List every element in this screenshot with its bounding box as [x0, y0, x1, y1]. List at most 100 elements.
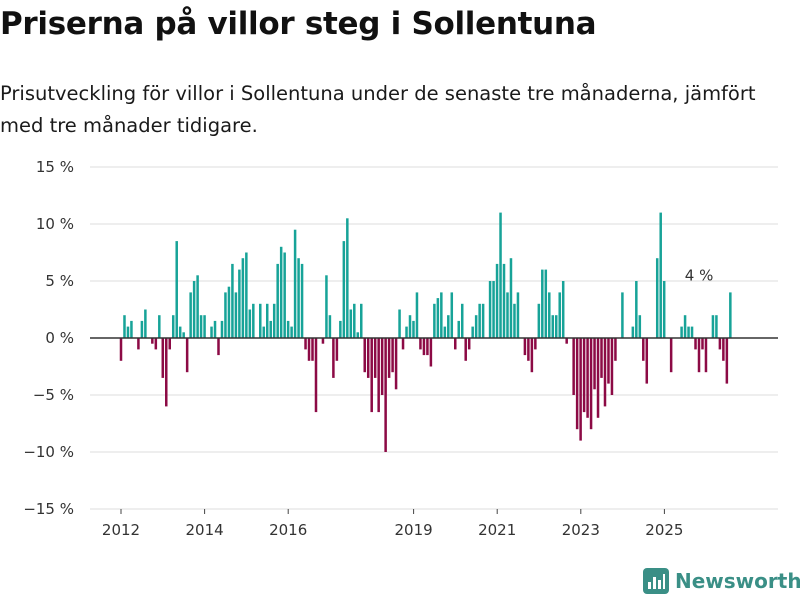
bar-negative [575, 338, 579, 430]
bar-negative [401, 338, 405, 350]
bar-positive [213, 320, 217, 338]
bar-negative [523, 338, 527, 356]
bar-positive [238, 269, 241, 338]
x-tick-label: 2014 [186, 521, 224, 539]
bar-positive [123, 315, 126, 338]
bar-positive [516, 292, 520, 338]
bar-positive [286, 320, 290, 338]
bar-positive [231, 263, 234, 338]
bar-positive [220, 320, 224, 338]
bar-negative [429, 338, 433, 367]
chart-subtitle: Prisutveckling för villor i Sollentuna u… [0, 82, 756, 137]
bar-positive [259, 303, 262, 338]
bar-negative [165, 338, 168, 407]
bar-positive [436, 298, 440, 338]
bar-negative [363, 338, 366, 373]
bar-negative [391, 338, 394, 373]
x-tick-label: 2012 [102, 521, 140, 539]
bar-positive [325, 275, 328, 338]
bar-positive [171, 315, 175, 338]
bar-positive [293, 229, 297, 338]
bar-positive [178, 326, 182, 338]
x-tick-label: 2023 [562, 521, 600, 539]
bar-positive [300, 263, 304, 338]
bar-negative [377, 338, 380, 413]
bar-negative [307, 338, 311, 361]
y-tick-label: 10 % [36, 215, 74, 233]
bar-positive [227, 286, 231, 338]
bar-positive [513, 303, 516, 338]
bar-positive [631, 326, 635, 338]
bar-negative [185, 338, 189, 373]
bar-positive [447, 315, 450, 338]
bar-positive [356, 332, 360, 338]
bar-negative [426, 338, 429, 356]
bar-positive [234, 292, 238, 338]
bar-negative [366, 338, 370, 378]
bar-negative [586, 338, 589, 418]
annotations: 4 % [685, 266, 714, 284]
bar-positive [199, 315, 203, 338]
y-tick-label: 5 % [45, 272, 74, 290]
bar-positive [415, 292, 419, 338]
bar-positive [158, 315, 161, 338]
bar-negative [419, 338, 422, 350]
bar-negative [335, 338, 339, 361]
x-tick-label: 2025 [645, 521, 683, 539]
bar-negative [370, 338, 373, 413]
bar-positive [443, 326, 447, 338]
bar-positive [537, 303, 541, 338]
y-tick-label: −10 % [23, 443, 74, 461]
bar-negative [454, 338, 457, 350]
bar-negative [321, 338, 325, 344]
bar-positive [328, 315, 332, 338]
brand-name: Newsworthy [675, 569, 800, 593]
bar-chart: 15 % 10 % 5 % 0 % −5 % −10 % −15 % 2012 2014 2016… [23, 158, 778, 539]
bar-positive [544, 269, 548, 338]
bar-negative [645, 338, 649, 384]
bar-negative [217, 338, 220, 356]
bar-negative [464, 338, 467, 361]
bar-negative [154, 338, 158, 350]
bar-negative [579, 338, 582, 441]
bar-negative [530, 338, 534, 373]
bar-positive [488, 281, 492, 338]
bar-positive [349, 309, 353, 338]
bar-positive [509, 258, 513, 338]
bar-negative [704, 338, 708, 373]
x-tick-label: 2016 [269, 521, 307, 539]
bar-negative [373, 338, 377, 378]
bar-negative [467, 338, 471, 350]
bar-positive [621, 292, 624, 338]
bar-positive [192, 281, 196, 338]
bar-positive [638, 315, 642, 338]
bar-positive [279, 246, 283, 338]
y-tick-label: −15 % [23, 500, 74, 518]
bar-negative [725, 338, 729, 384]
bar-positive [189, 292, 192, 338]
bar-negative [697, 338, 701, 373]
bar-positive [182, 332, 185, 338]
bar-positive [245, 252, 248, 338]
bar-negative [311, 338, 314, 361]
bar-negative [384, 338, 387, 452]
bar-positive [252, 303, 255, 338]
bar-negative [669, 338, 673, 373]
y-tick-label: 15 % [36, 158, 74, 176]
bar-negative [332, 338, 335, 378]
bar-positive [175, 241, 178, 338]
axes: 15 % 10 % 5 % 0 % −5 % −10 % −15 % 2012 2014 2016… [23, 158, 778, 539]
bar-negative [607, 338, 610, 384]
bar-negative [565, 338, 568, 344]
bar-positive [474, 315, 478, 338]
bar-positive [269, 320, 272, 338]
bar-positive [558, 292, 561, 338]
bar-positive [492, 281, 495, 338]
bar-positive [729, 292, 732, 338]
bar-negative [380, 338, 384, 395]
bar-positive [283, 252, 286, 338]
bar-positive [339, 320, 342, 338]
bar-positive [276, 263, 279, 338]
bar-negative [722, 338, 725, 361]
bar-negative [600, 338, 603, 378]
